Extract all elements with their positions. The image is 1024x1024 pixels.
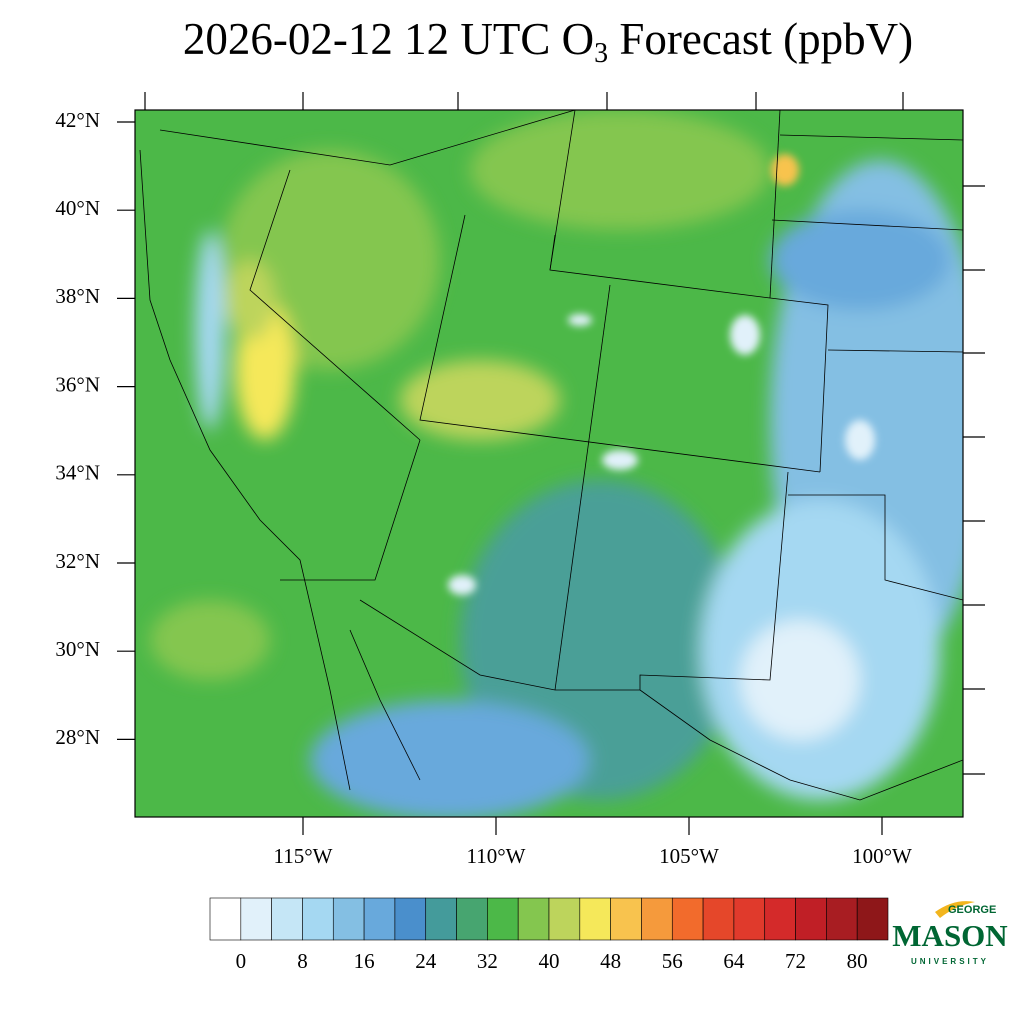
frame-ticks [144, 92, 985, 775]
lat-tick-label: 42°N [55, 108, 100, 132]
colorbar-tick-label: 32 [477, 949, 498, 973]
colorbar-box [425, 897, 457, 941]
colorbar-box [332, 897, 365, 941]
lat-tick-label: 32°N [55, 549, 100, 573]
colorbar-tick-label: 48 [600, 949, 621, 973]
colorbar-box [733, 897, 766, 941]
title-text: Forecast (ppbV) [608, 14, 913, 64]
colorbar-box [240, 897, 272, 941]
colorbar-box [856, 897, 889, 941]
colorbar-box [487, 897, 519, 941]
colorbar-box [302, 897, 334, 941]
map-frame [134, 109, 964, 818]
lon-tick-label: 105°W [659, 844, 719, 868]
colorbar-tick-label: 72 [785, 949, 806, 973]
colorbar-box [671, 897, 704, 941]
colorbar-box [764, 897, 796, 941]
colorbar-box [579, 897, 611, 941]
boundaries [139, 110, 963, 801]
title-subscript: 3 [594, 38, 608, 69]
colorbar-box [702, 897, 735, 941]
colorbar-tick-label: 80 [847, 949, 868, 973]
colorbar-box [271, 897, 303, 941]
colorbar-box [394, 897, 427, 941]
colorbar-box [548, 897, 581, 941]
logo-top: GEORGE [948, 904, 996, 916]
colorbar-box [209, 897, 242, 941]
colorbar-box [610, 897, 642, 941]
logo-main: MASON [892, 918, 1007, 953]
colorbar-box [456, 897, 488, 941]
ozone-field [135, 110, 963, 817]
lat-tick-label: 34°N [55, 461, 100, 485]
colorbar-box [826, 897, 858, 941]
lon-tick-label: 115°W [274, 844, 333, 868]
logo: GEORGE MASON UNIVERSITY [892, 901, 1008, 966]
colorbar-box [363, 897, 396, 941]
lat-tick-label: 30°N [55, 637, 100, 661]
colorbar-box [641, 897, 673, 941]
colorbar-tick-label: 56 [662, 949, 683, 973]
lat-tick-label: 28°N [55, 725, 100, 749]
lon-tick-label: 100°W [852, 844, 912, 868]
lon-tick-label: 110°W [467, 844, 526, 868]
logo-bottom: UNIVERSITY [911, 957, 989, 966]
colorbar-tick-label: 64 [723, 949, 745, 973]
colorbar-tick-label: 40 [539, 949, 560, 973]
lat-tick-label: 40°N [55, 196, 100, 220]
colorbar-box [517, 897, 550, 941]
lat-tick-label: 36°N [55, 372, 100, 396]
colorbar-box [795, 897, 827, 941]
colorbar-tick-label: 0 [236, 949, 247, 973]
colorbar-tick-label: 24 [415, 949, 437, 973]
title: 2026-02-12 12 UTC O3 Forecast (ppbV) [183, 14, 913, 69]
lat-tick-label: 38°N [55, 284, 100, 308]
colorbar-tick-label: 8 [297, 949, 308, 973]
colorbar-tick-label: 16 [354, 949, 375, 973]
title-text: 2026-02-12 12 UTC O [183, 14, 594, 64]
